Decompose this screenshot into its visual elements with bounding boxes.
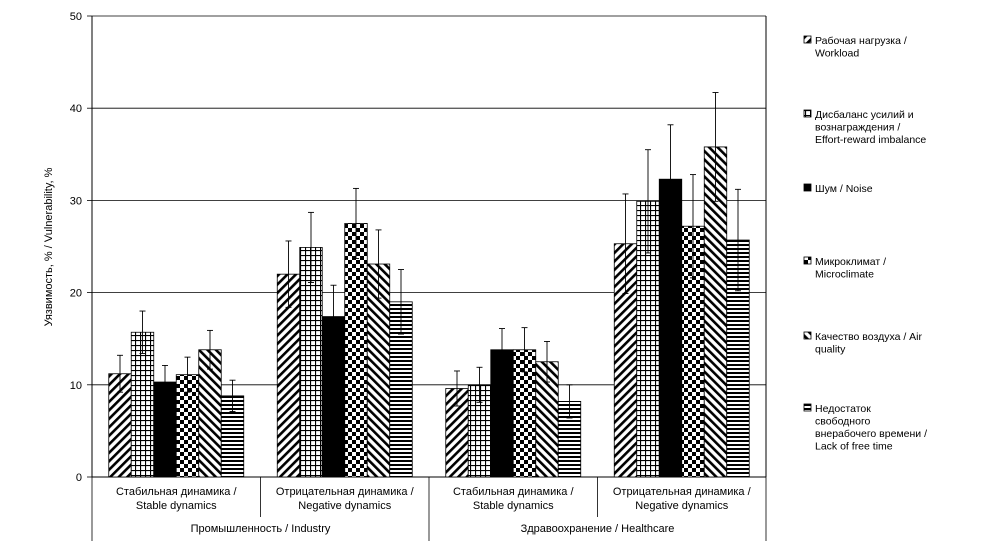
y-tick-label: 10 <box>70 380 82 392</box>
legend-label: Шум / Noise <box>815 183 873 195</box>
category-label-line2: Negative dynamics <box>635 500 728 512</box>
legend-label: Effort-reward imbalance <box>815 134 926 146</box>
legend-label: внерабочего времени / <box>815 428 927 440</box>
category-label-line1: Стабильная динамика / <box>453 486 574 498</box>
legend-label: Lack of free time <box>815 441 893 453</box>
category-label-line2: Negative dynamics <box>298 500 391 512</box>
legend-label: Микроклимат / <box>815 256 886 268</box>
bar <box>130 331 155 478</box>
category-label-line1: Отрицательная динамика / <box>276 486 415 498</box>
legend-label: quality <box>815 344 846 356</box>
category-label-line1: Стабильная динамика / <box>116 486 237 498</box>
x-axis-labels: Стабильная динамика / Stable dynamics Отри… <box>116 486 752 535</box>
bars <box>108 92 750 478</box>
y-axis-label: Уязвимость, % / Vulnerability, % <box>43 167 55 326</box>
y-tick-label: 40 <box>70 103 82 115</box>
y-tick-label: 20 <box>70 288 82 300</box>
group-label: Промышленность / Industry <box>191 523 331 535</box>
category-label-line1: Отрицательная динамика / <box>613 486 752 498</box>
legend-swatch <box>803 183 812 192</box>
legend-swatch <box>803 256 812 265</box>
legend-swatch <box>803 403 812 412</box>
legend-label: Рабочая нагрузка / <box>815 35 907 47</box>
legend-label: вознаграждения / <box>815 122 900 134</box>
legend-swatch <box>803 109 812 118</box>
category-label-line2: Stable dynamics <box>136 500 217 512</box>
group-label: Здравоохранение / Healthcare <box>521 523 675 535</box>
y-tick-label: 30 <box>70 195 82 207</box>
legend-label: Недостаток <box>815 403 871 415</box>
bar <box>344 223 368 478</box>
legend: Рабочая нагрузка /Workload Дисбаланс усил… <box>803 35 927 453</box>
category-label-line2: Stable dynamics <box>473 500 554 512</box>
y-tick-label: 50 <box>70 11 82 23</box>
legend-label: свободного <box>815 416 871 428</box>
legend-swatch <box>803 35 812 44</box>
legend-swatch <box>803 331 812 340</box>
legend-label: Microclimate <box>815 269 874 281</box>
y-tick-label: 0 <box>76 472 82 484</box>
legend-label: Дисбаланс усилий и <box>815 109 914 121</box>
legend-label: Workload <box>815 48 859 60</box>
legend-label: Качество воздуха / Air <box>815 331 923 343</box>
